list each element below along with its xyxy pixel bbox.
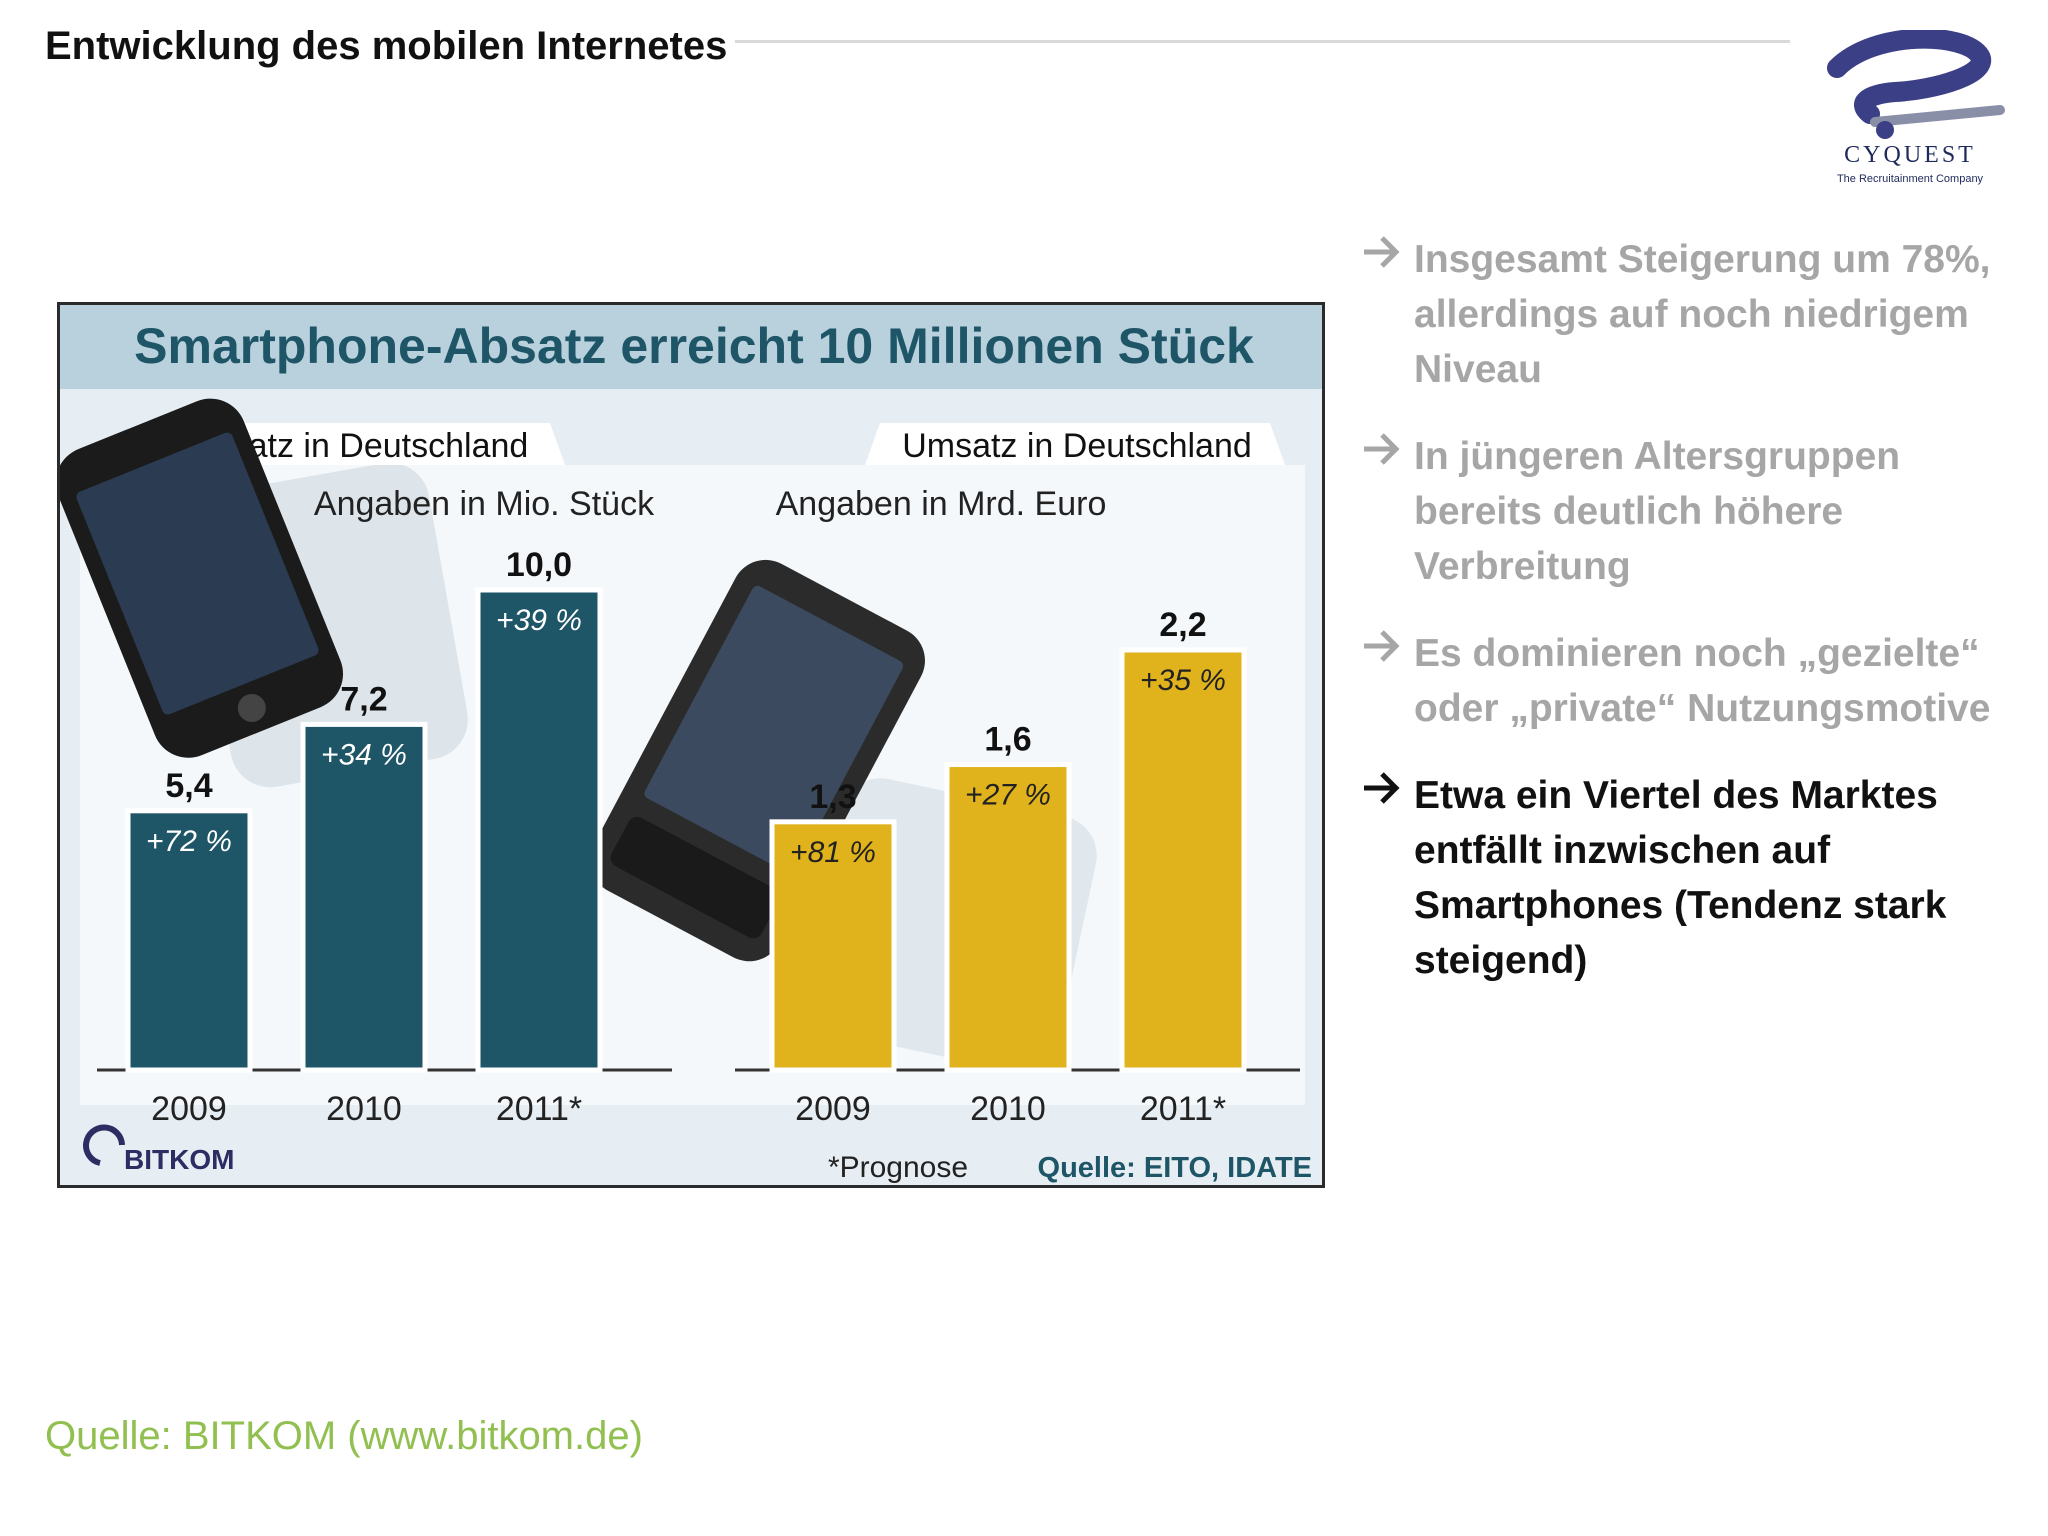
bullet-list: Insgesamt Steigerung um 78%, allerdings …: [1354, 232, 2014, 1020]
logo-mark-icon: [1827, 28, 2005, 139]
bar-right-2010: [944, 762, 1072, 1073]
arrow-right-icon: [1364, 630, 1400, 662]
growth-label-left-2009: +72 %: [146, 825, 232, 858]
title-divider: [735, 40, 1790, 43]
arrow-right-icon: [1364, 236, 1400, 268]
tick-label-right-2009: 2009: [795, 1090, 871, 1128]
bar-left-2010: [300, 721, 428, 1073]
chart-title-bar: [60, 305, 1322, 389]
slide-source: Quelle: BITKOM (www.bitkom.de): [45, 1414, 643, 1458]
left-unit-label: Angaben in Mio. Stück: [314, 485, 655, 523]
tick-label-left-2009: 2009: [151, 1090, 227, 1128]
growth-label-left-2011: +39 %: [496, 604, 582, 637]
value-label-right-2009: 1,3: [809, 778, 856, 816]
slide-title: Entwicklung des mobilen Internetes: [45, 24, 728, 68]
arrow-right-icon: [1364, 433, 1400, 465]
tick-label-left-2011: 2011*: [496, 1090, 582, 1128]
bar-right-2009: [769, 819, 897, 1073]
bullet-item-highlighted: Etwa ein Viertel des Marktes entfällt in…: [1354, 768, 2014, 988]
chart-title: Smartphone-Absatz erreicht 10 Millionen …: [134, 318, 1254, 374]
growth-label-right-2011: +35 %: [1140, 664, 1226, 697]
company-logo: CYQUEST The Recruitainment Company: [1815, 28, 2020, 192]
bullet-text: Etwa ein Viertel des Marktes entfällt in…: [1414, 774, 1947, 982]
tick-label-right-2011: 2011*: [1140, 1090, 1226, 1128]
bar-right-2011: [1119, 647, 1247, 1073]
bar-left-2009: [125, 808, 253, 1073]
logo-tagline: The Recruitainment Company: [1836, 173, 1984, 185]
value-label-left-2009: 5,4: [165, 767, 212, 805]
value-label-left-2010: 7,2: [340, 680, 387, 718]
value-label-right-2011: 2,2: [1159, 606, 1206, 644]
value-label-right-2010: 1,6: [984, 721, 1031, 759]
smartphone-illustration-icon: [60, 398, 344, 758]
bullet-text: In jüngeren Altersgruppen bereits deutli…: [1414, 435, 1901, 588]
right-unit-label: Angaben in Mrd. Euro: [776, 485, 1107, 523]
tick-label-left-2010: 2010: [326, 1090, 402, 1128]
arrow-right-icon: [1364, 772, 1400, 804]
bitkom-logo: BITKOM: [83, 1124, 234, 1175]
chart-canvas: Smartphone-Absatz erreicht 10 Millionen …: [60, 305, 1322, 1185]
bullet-item: In jüngeren Altersgruppen bereits deutli…: [1354, 429, 2014, 594]
left-subtitle-tab: [170, 423, 565, 465]
bitkom-wordmark: BITKOM: [124, 1144, 234, 1175]
growth-label-right-2009: +81 %: [790, 836, 876, 869]
bullet-item: Es dominieren noch „gezielte“ oder „priv…: [1354, 626, 2014, 736]
tick-label-right-2010: 2010: [970, 1090, 1046, 1128]
bitkom-chart: Smartphone-Absatz erreicht 10 Millionen …: [57, 302, 1325, 1188]
smartphone-illustration-icon-2: [589, 559, 925, 962]
value-label-left-2011: 10,0: [506, 546, 572, 584]
bullet-text: Es dominieren noch „gezielte“ oder „priv…: [1414, 632, 1991, 730]
logo-wordmark: CYQUEST: [1844, 142, 1976, 168]
bar-left-2011: [475, 587, 603, 1073]
forecast-note: *Prognose: [828, 1151, 968, 1184]
chart-source: Quelle: EITO, IDATE: [1038, 1152, 1312, 1184]
bitkom-swirl-icon: [83, 1124, 125, 1166]
bullet-item: Insgesamt Steigerung um 78%, allerdings …: [1354, 232, 2014, 397]
bullet-text: Insgesamt Steigerung um 78%, allerdings …: [1414, 238, 1991, 391]
right-subtitle-tab: [865, 423, 1285, 465]
growth-label-left-2010: +34 %: [321, 738, 407, 771]
right-subtitle: Umsatz in Deutschland: [902, 427, 1252, 465]
growth-label-right-2010: +27 %: [965, 779, 1051, 812]
